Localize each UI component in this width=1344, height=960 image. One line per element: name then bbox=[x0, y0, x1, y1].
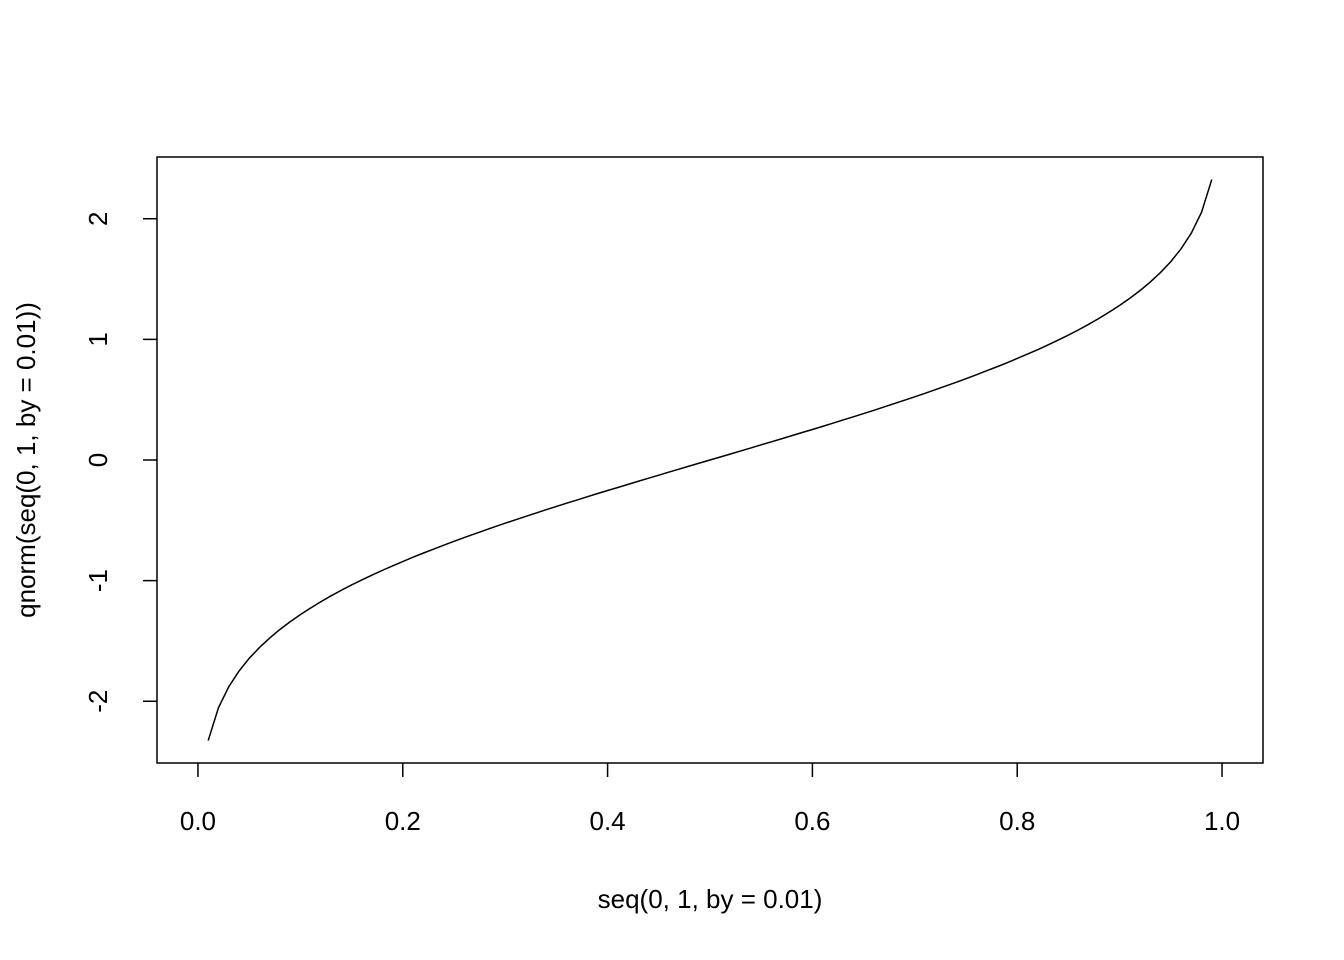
y-axis-title: qnorm(seq(0, 1, by = 0.01)) bbox=[11, 302, 41, 618]
x-tick-label: 0.4 bbox=[590, 806, 626, 836]
x-tick-label: 0.2 bbox=[385, 806, 421, 836]
y-tick-label: -2 bbox=[83, 690, 113, 713]
y-tick-label: -1 bbox=[83, 569, 113, 592]
x-tick-label: 0.0 bbox=[180, 806, 216, 836]
x-tick-label: 1.0 bbox=[1204, 806, 1240, 836]
y-tick-label: 2 bbox=[83, 212, 113, 226]
y-tick-label: 0 bbox=[83, 453, 113, 467]
data-line bbox=[207, 179, 1213, 741]
x-tick-label: 0.6 bbox=[794, 806, 830, 836]
y-tick-label: 1 bbox=[83, 332, 113, 346]
x-axis-title: seq(0, 1, by = 0.01) bbox=[598, 884, 823, 914]
x-tick-label: 0.8 bbox=[999, 806, 1035, 836]
